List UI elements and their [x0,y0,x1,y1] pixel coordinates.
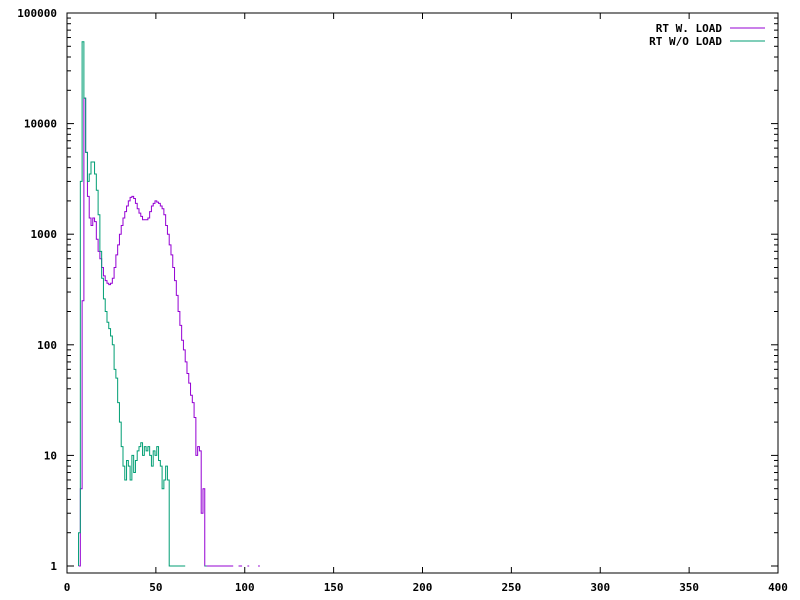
series-layer [78,41,260,567]
x-tick-label: 250 [501,581,521,594]
x-tick-label: 50 [149,581,162,594]
y-tick-label: 10 [44,449,57,462]
x-tick-label: 150 [324,581,344,594]
legend-label: RT W. LOAD [656,22,723,35]
x-tick-label: 400 [768,581,788,594]
y-axis: 1 10 100 1000 10000 100000 [17,7,778,573]
legend-label: RT W/O LOAD [649,35,722,48]
series-line-rt-wo-load [78,41,207,567]
x-tick-label: 350 [679,581,699,594]
y-tick-label: 100000 [17,7,57,20]
y-tick-label: 10000 [24,118,57,131]
x-tick-label: 0 [64,581,71,594]
y-tick-label: 100 [37,339,57,352]
x-tick-label: 200 [413,581,433,594]
y-tick-label: 1000 [31,228,58,241]
x-tick-label: 100 [235,581,255,594]
y-tick-label: 1 [50,560,57,573]
plot-frame [66,12,779,574]
x-tick-label: 300 [590,581,610,594]
series-line-rt-w-load [78,97,260,567]
x-axis: 0 50 100 150 200 250 300 350 400 [64,13,788,594]
